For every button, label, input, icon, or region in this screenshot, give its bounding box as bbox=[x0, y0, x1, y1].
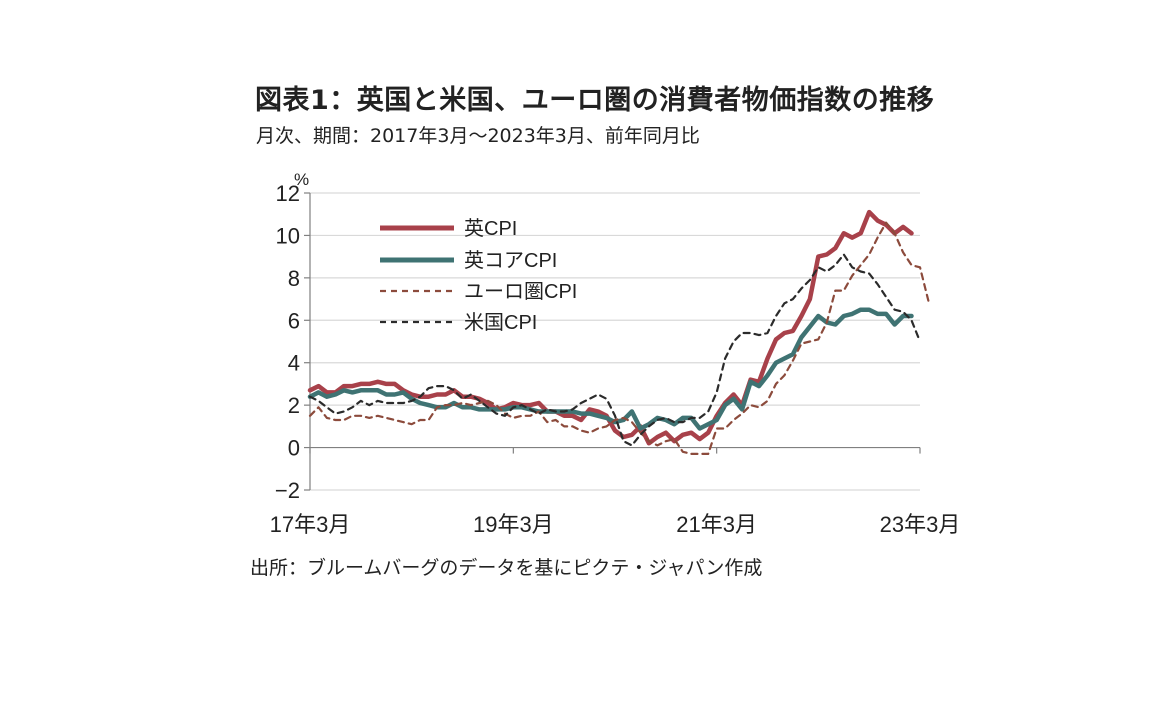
y-tick-label: 8 bbox=[288, 266, 300, 291]
y-tick-label: 12 bbox=[276, 181, 300, 206]
legend-label-0: 英CPI bbox=[464, 217, 517, 240]
series-line-2 bbox=[308, 221, 930, 455]
x-tick-label: 19年3月 bbox=[473, 512, 554, 537]
legend-label-2: ユーロ圏CPI bbox=[464, 281, 577, 303]
series-lines bbox=[307, 209, 930, 455]
grid-lines bbox=[310, 192, 920, 491]
chart-subtitle: 月次、期間：2017年3月～2023年3月、前年同月比 bbox=[256, 125, 700, 147]
legend-label-1: 英コアCPI bbox=[464, 249, 557, 272]
x-tick-label: 21年3月 bbox=[676, 512, 757, 537]
y-axis-unit: % bbox=[294, 170, 309, 189]
series-line-3 bbox=[308, 253, 922, 447]
y-tick-label: 4 bbox=[288, 351, 300, 376]
y-tick-label: 6 bbox=[288, 308, 300, 333]
series-line-0 bbox=[307, 209, 914, 446]
series-line-1 bbox=[307, 307, 914, 431]
chart-title: 図表1：英国と米国、ユーロ圏の消費者物価指数の推移 bbox=[255, 85, 935, 116]
x-tick-label: 23年3月 bbox=[880, 512, 961, 537]
source-note: 出所：ブルームバーグのデータを基にピクテ・ジャパン作成 bbox=[250, 557, 763, 579]
axes: −2 0 2 4 6 8 10 12% 17年3月 19年3月 21年3月 23年3月 bbox=[270, 170, 961, 537]
y-tick-label: 2 bbox=[288, 393, 300, 418]
legend-label-3: 米国CPI bbox=[464, 311, 537, 334]
y-tick-label: −2 bbox=[275, 478, 300, 503]
legend: 英CPI 英コアCPI ユーロ圏CPI 米国CPI bbox=[380, 217, 577, 334]
y-tick-label: 0 bbox=[288, 436, 300, 461]
x-tick-label: 17年3月 bbox=[270, 512, 351, 537]
y-tick-label: 10 bbox=[276, 223, 300, 248]
